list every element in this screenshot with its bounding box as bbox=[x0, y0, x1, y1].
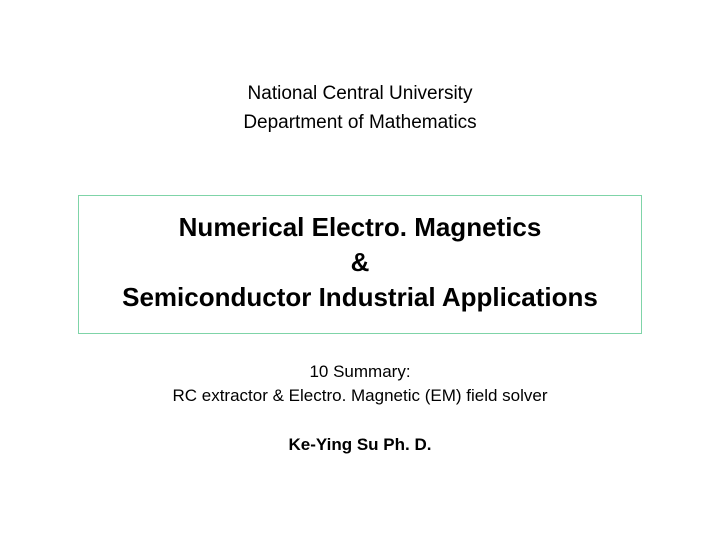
department-name: Department of Mathematics bbox=[0, 109, 720, 138]
university-name: National Central University bbox=[0, 80, 720, 109]
author-name: Ke-Ying Su Ph. D. bbox=[0, 435, 720, 455]
title-box: Numerical Electro. Magnetics & Semicondu… bbox=[78, 195, 642, 334]
title-line-3: Semiconductor Industrial Applications bbox=[89, 280, 631, 315]
summary-block: 10 Summary: RC extractor & Electro. Magn… bbox=[0, 360, 720, 408]
author-block: Ke-Ying Su Ph. D. bbox=[0, 435, 720, 455]
title-line-1: Numerical Electro. Magnetics bbox=[89, 210, 631, 245]
title-line-2: & bbox=[89, 245, 631, 280]
header-block: National Central University Department o… bbox=[0, 80, 720, 137]
summary-line-1: 10 Summary: bbox=[0, 360, 720, 384]
summary-line-2: RC extractor & Electro. Magnetic (EM) fi… bbox=[0, 384, 720, 408]
